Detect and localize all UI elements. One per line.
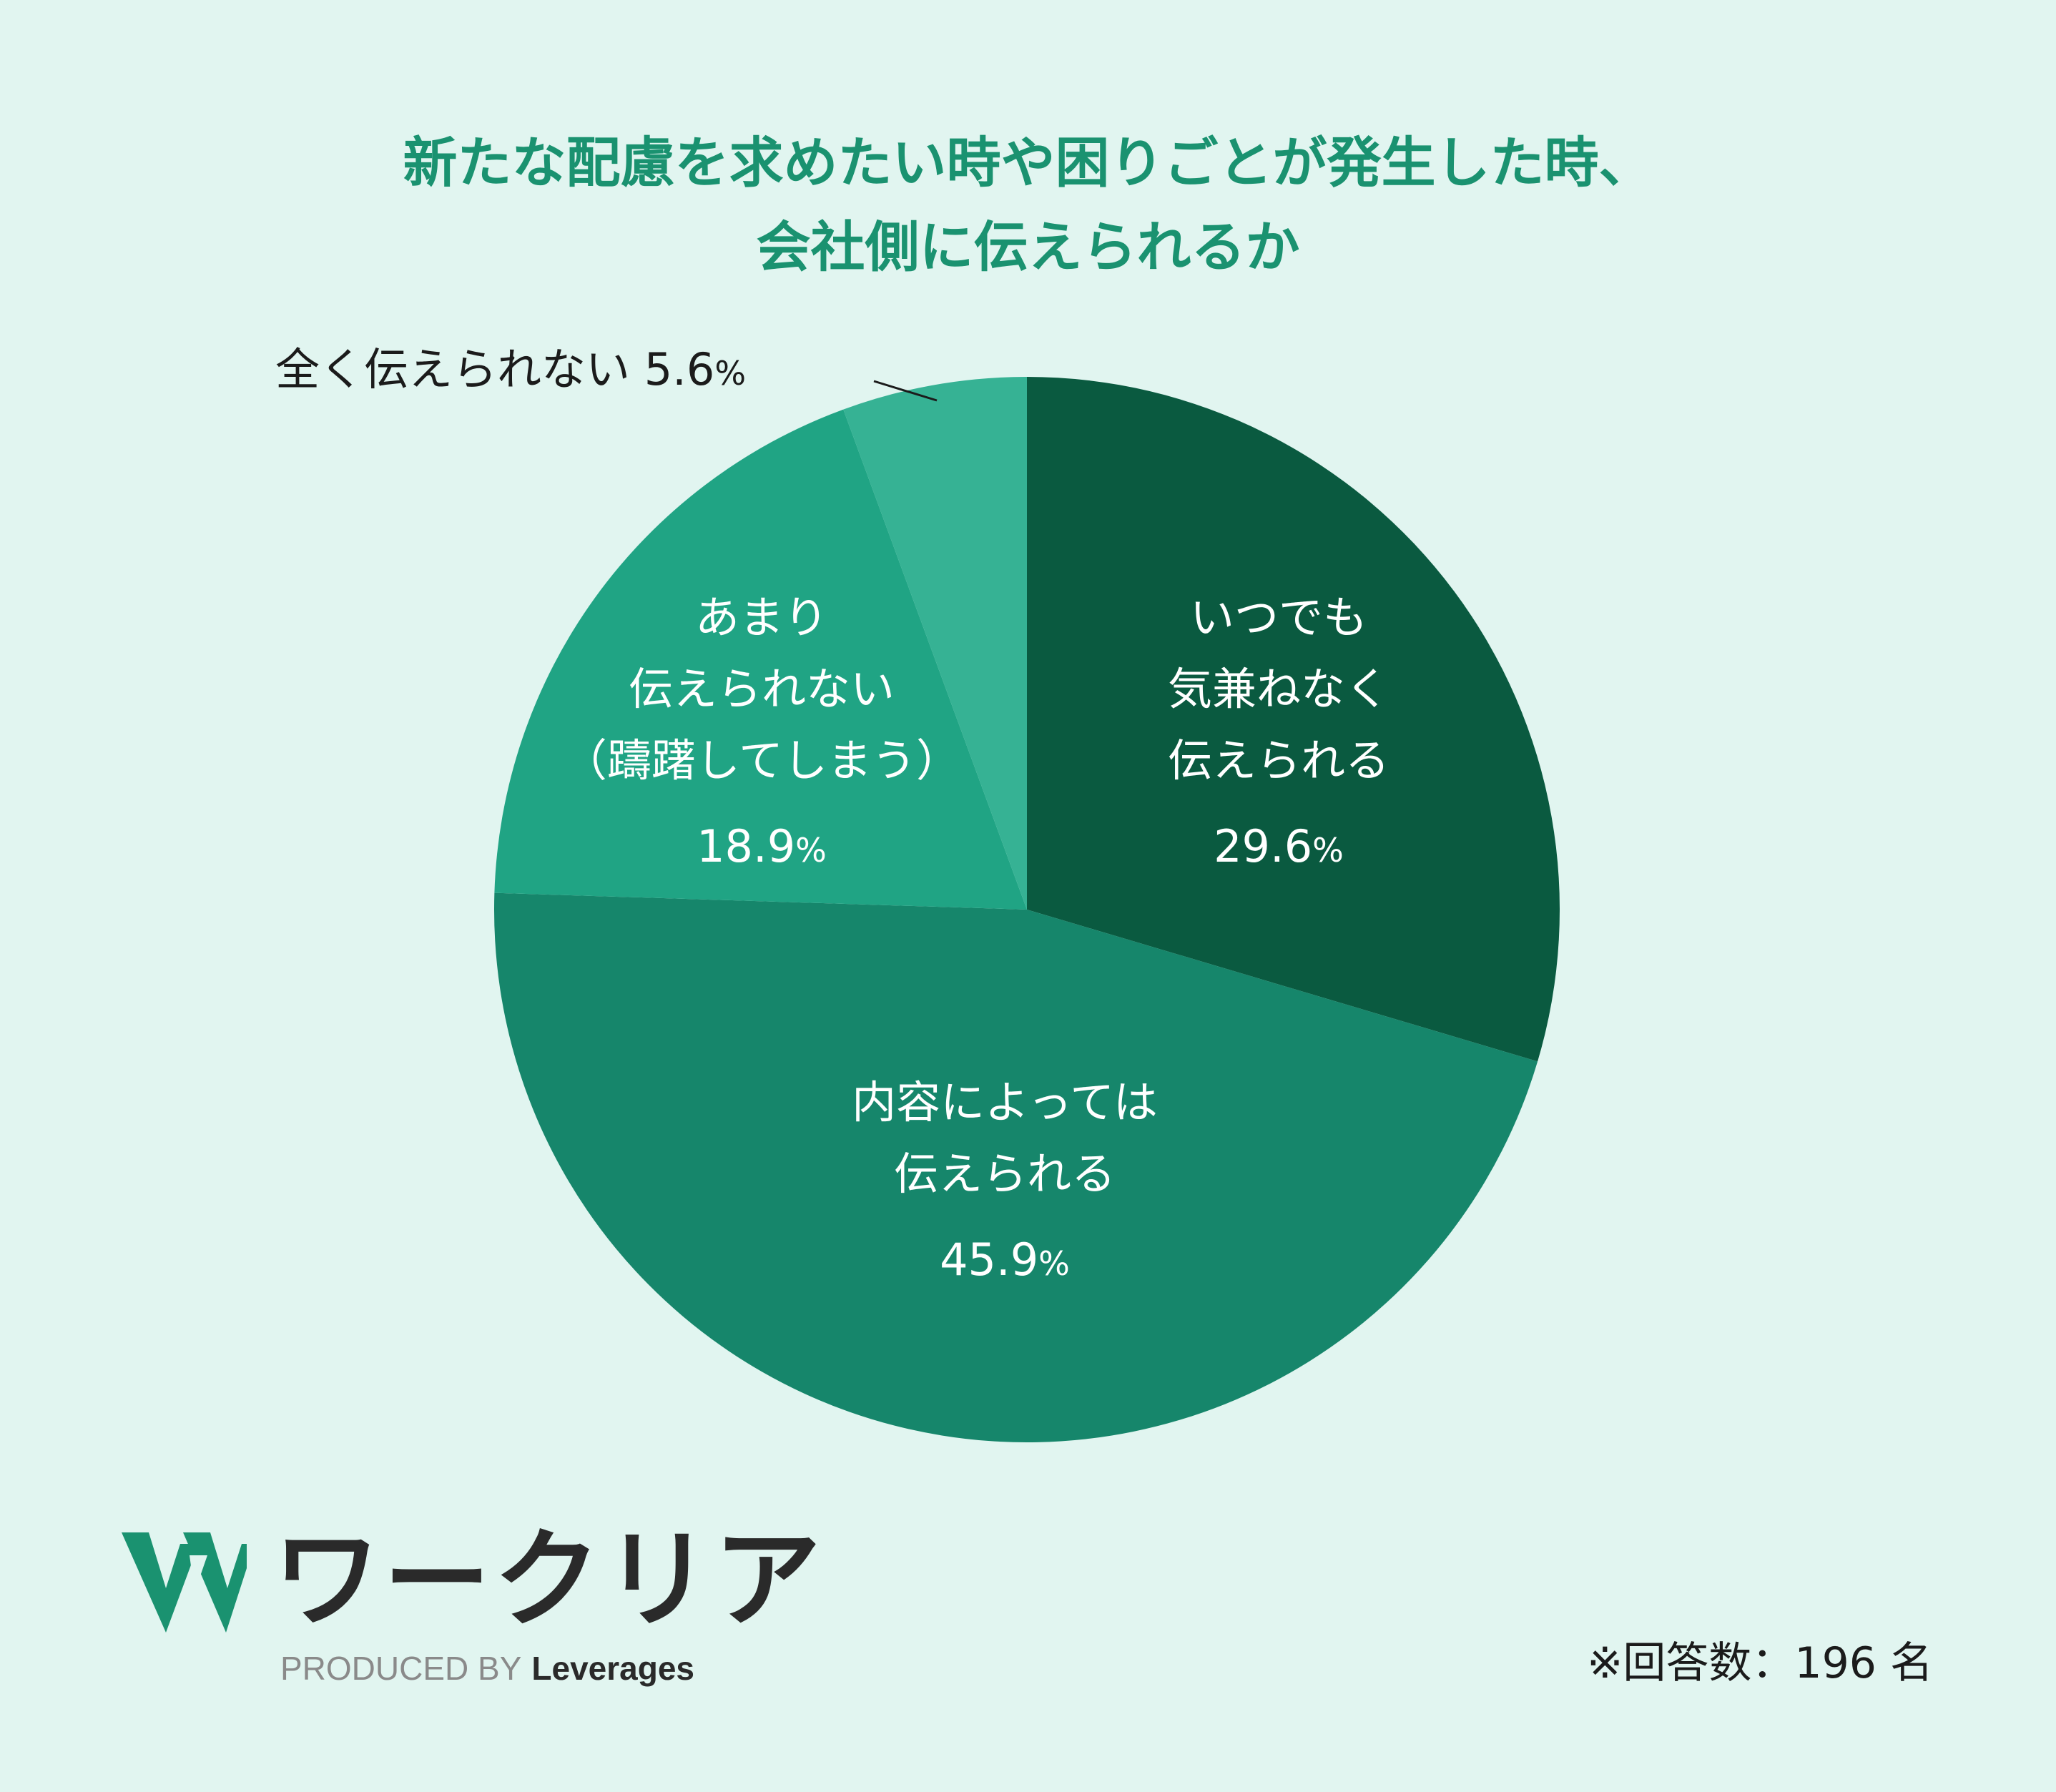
- brand-name: Leverages: [531, 1650, 694, 1687]
- slice-label-2-line-0: あまり: [695, 591, 828, 644]
- slice-label-1-line-0: 内容によっては: [852, 1076, 1158, 1128]
- slice-value-0: 29.6%: [1214, 820, 1344, 872]
- slice-label-2-line-2: （躊躇してしまう）: [563, 734, 960, 787]
- logo-wordmark: ワークリア: [273, 1518, 825, 1643]
- chart-title-line-2: 会社側に伝えられるか: [756, 215, 1300, 279]
- outer-label-3: 全く伝えられない 5.6%: [275, 343, 746, 395]
- logo: ワークリア PRODUCED BY Leverages: [122, 1527, 821, 1691]
- logo-w-mark: [122, 1532, 247, 1633]
- slice-label-1-line-1: 伝えられる: [894, 1148, 1116, 1200]
- pie-slice-3: [843, 377, 1027, 910]
- produced-by-line: PRODUCED BY Leverages: [280, 1652, 694, 1685]
- pie-slice-0: [1027, 377, 1560, 1062]
- response-count-note: ※回答数：196 名: [1587, 1638, 1933, 1688]
- slice-label-2-line-1: 伝えられない: [629, 663, 895, 715]
- slice-label-0-line-1: 気兼ねなく: [1168, 663, 1389, 715]
- chart-title-line-1: 新たな配慮を求めたい時や困りごとが発生した時、: [403, 131, 1653, 195]
- slice-label-0-line-0: いつでも: [1190, 591, 1367, 644]
- leader-line-3: [873, 380, 938, 402]
- pie-slice-2: [494, 409, 1027, 910]
- produced-by-text: PRODUCED BY: [280, 1650, 522, 1687]
- pie-slice-1: [494, 892, 1538, 1442]
- slice-label-0-line-2: 伝えられる: [1168, 734, 1389, 787]
